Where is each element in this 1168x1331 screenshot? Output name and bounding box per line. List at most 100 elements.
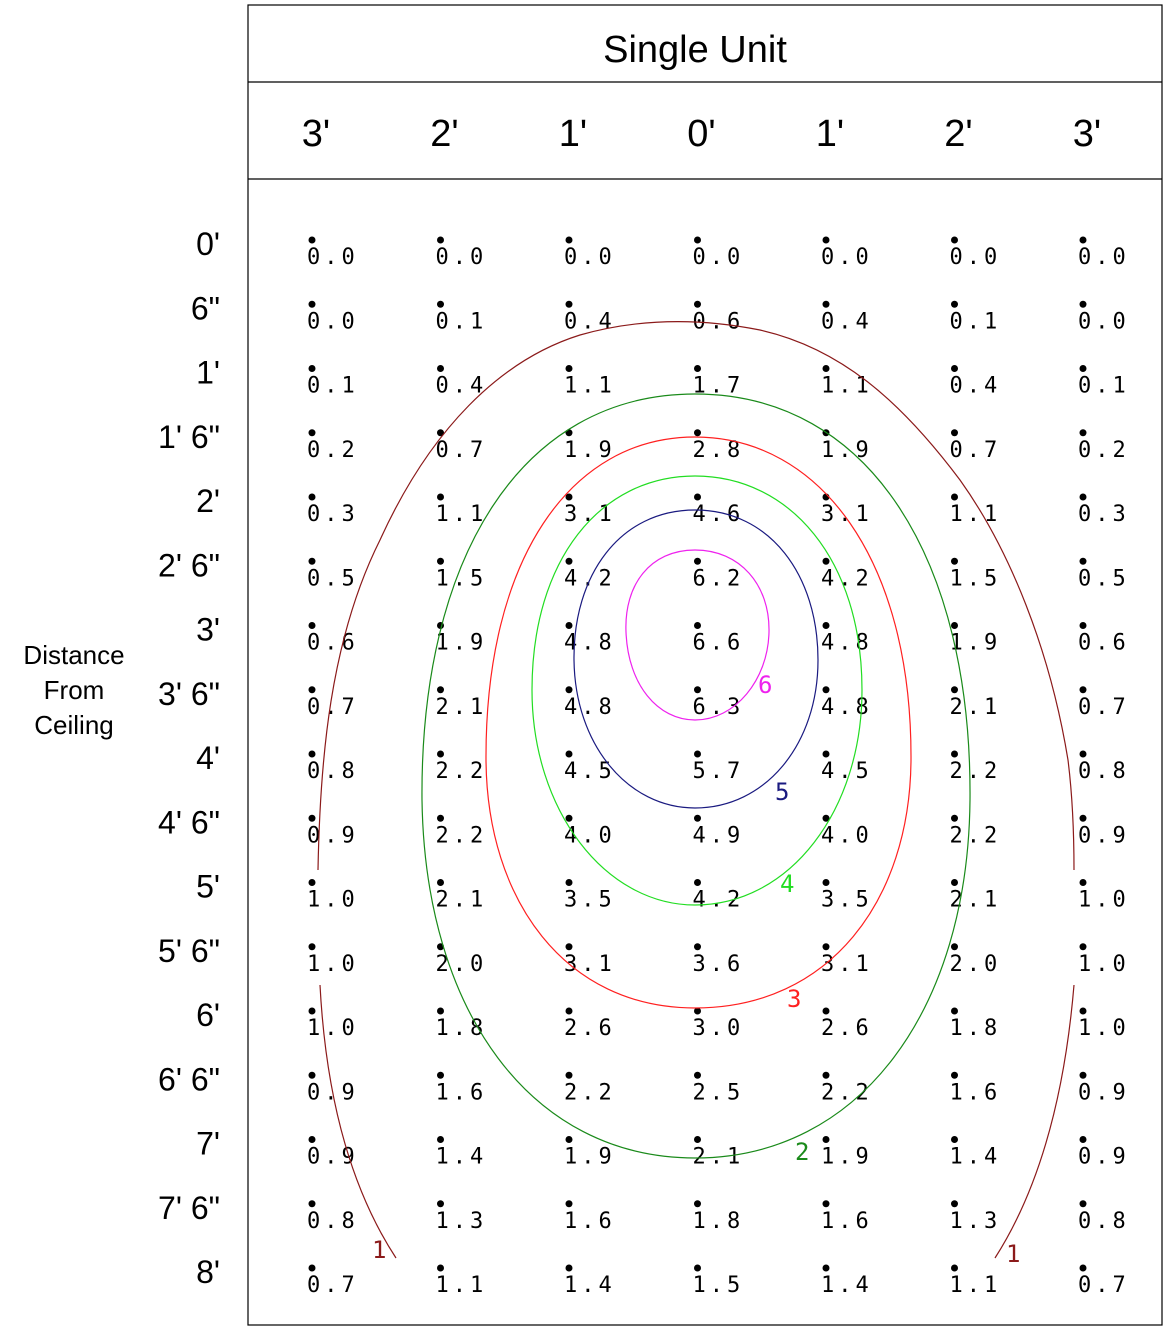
y-tick-label: 2' 6"	[158, 547, 220, 583]
data-value-label: 0.4	[950, 374, 1002, 399]
data-point	[437, 686, 444, 694]
data-value-label: 4.8	[821, 695, 873, 720]
data-value-label: 0.9	[307, 823, 359, 848]
chart-title: Single Unit	[603, 29, 787, 71]
data-value-label: 4.0	[564, 823, 616, 848]
data-value-label: 0.0	[307, 245, 359, 270]
data-value-label: 0.0	[950, 245, 1002, 270]
data-point	[437, 1264, 444, 1272]
data-value-label: 0.9	[1078, 823, 1130, 848]
contour-level-1-lower-left	[319, 984, 397, 1259]
y-tick-label: 7'	[196, 1126, 220, 1162]
data-point	[308, 236, 316, 244]
data-value-label: 1.1	[821, 374, 873, 399]
data-point	[565, 814, 573, 822]
data-point	[822, 365, 830, 372]
data-point	[308, 879, 316, 886]
data-point	[1079, 236, 1087, 244]
data-value-label: 0.9	[1078, 1145, 1130, 1170]
data-point	[694, 943, 701, 951]
data-point	[308, 686, 316, 694]
data-value-label: 2.1	[950, 695, 1002, 720]
data-value-label: 1.8	[693, 1209, 745, 1234]
data-point	[694, 814, 701, 822]
data-point	[1079, 1007, 1087, 1015]
contour-label-2: 2	[795, 1138, 809, 1166]
y-axis-title: Distance From Ceiling	[23, 640, 124, 740]
data-value-label: 3.1	[821, 952, 873, 977]
data-value-label: 6.2	[693, 566, 745, 591]
data-point	[437, 1007, 444, 1015]
data-point	[951, 557, 958, 565]
contour-level-1-left	[317, 320, 1075, 871]
data-value-label: 0.0	[1078, 309, 1130, 334]
data-point	[951, 686, 958, 694]
data-point	[822, 1136, 830, 1143]
y-tick-label: 7' 6"	[158, 1190, 220, 1226]
data-value-label: 3.5	[564, 888, 616, 913]
data-point	[1079, 943, 1087, 951]
data-value-label: 1.6	[564, 1209, 616, 1234]
data-value-label: 0.2	[1078, 438, 1130, 463]
data-value-label: 0.8	[1078, 1209, 1130, 1234]
data-point	[437, 879, 444, 886]
data-point	[565, 1136, 573, 1143]
data-point	[951, 879, 958, 886]
data-point	[694, 300, 701, 308]
data-point	[951, 429, 958, 437]
data-point	[951, 1071, 958, 1079]
data-value-label: 0.8	[1078, 759, 1130, 784]
data-value-label: 0.0	[436, 245, 488, 270]
data-value-label: 4.8	[821, 631, 873, 656]
data-point	[694, 557, 701, 565]
data-value-label: 0.0	[821, 245, 873, 270]
y-tick-label: 6' 6"	[158, 1061, 220, 1097]
data-point	[951, 1200, 958, 1208]
contour-labels: 1 1 2 3 4 5 6	[372, 671, 1020, 1268]
data-value-label: 0.0	[564, 245, 616, 270]
data-point	[694, 879, 701, 886]
x-tick-label: 1'	[816, 113, 844, 155]
data-value-label: 2.1	[436, 695, 488, 720]
data-point	[822, 236, 830, 244]
data-point	[822, 1071, 830, 1079]
data-point	[694, 1007, 701, 1015]
data-point	[1079, 879, 1087, 886]
data-point	[565, 1007, 573, 1015]
data-point	[822, 1200, 830, 1208]
data-point	[822, 1007, 830, 1015]
data-value-label: 4.8	[564, 631, 616, 656]
data-value-label: 1.0	[1078, 888, 1130, 913]
data-point	[1079, 814, 1087, 822]
data-point	[565, 1071, 573, 1079]
data-point	[308, 557, 316, 565]
data-point	[308, 943, 316, 951]
x-tick-labels: 3' 2' 1' 0' 1' 2' 3'	[302, 113, 1101, 155]
data-point	[951, 750, 958, 758]
data-value-label: 1.9	[564, 1145, 616, 1170]
data-point	[822, 750, 830, 758]
y-axis-title-line-2: From	[44, 675, 105, 705]
data-point	[1079, 750, 1087, 758]
data-point	[822, 943, 830, 951]
data-value-label: 4.2	[564, 566, 616, 591]
data-point	[951, 814, 958, 822]
data-value-label: 1.4	[821, 1273, 873, 1298]
y-tick-label: 1' 6"	[158, 419, 220, 455]
y-tick-label: 0'	[196, 226, 220, 262]
data-value-label: 0.1	[307, 374, 359, 399]
data-value-label: 4.5	[821, 759, 873, 784]
data-point	[437, 365, 444, 372]
data-value-label: 2.6	[564, 1016, 616, 1041]
data-point	[694, 493, 701, 501]
data-point	[694, 1071, 701, 1079]
data-point	[308, 814, 316, 822]
data-value-label: 4.9	[693, 823, 745, 848]
y-axis-title-line-1: Distance	[23, 640, 124, 670]
data-point	[694, 1264, 701, 1272]
data-point	[437, 557, 444, 565]
data-point	[694, 750, 701, 758]
y-tick-label: 1'	[196, 355, 220, 391]
data-point	[951, 300, 958, 308]
data-point	[694, 429, 701, 437]
